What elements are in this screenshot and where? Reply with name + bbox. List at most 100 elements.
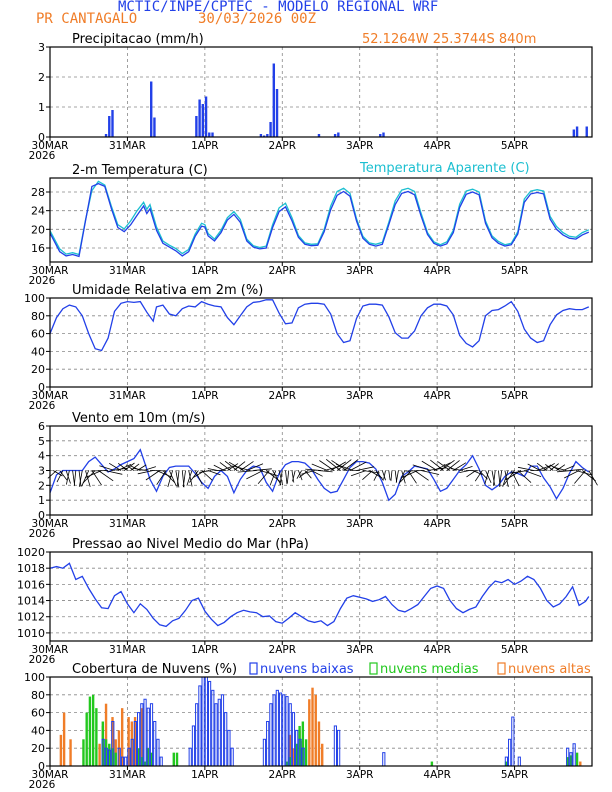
y-tick-label: 1	[38, 101, 45, 114]
location-label: PR CANTAGALO	[36, 11, 138, 27]
plot-frame	[49, 297, 593, 388]
x-tick-label: 4APR	[423, 518, 451, 530]
y-tick-label: 1014	[17, 595, 45, 608]
plot-frame	[49, 46, 593, 138]
y-tick-label: 1018	[17, 562, 45, 575]
cloud-bar-nuvens-medias	[172, 752, 175, 766]
y-tick-label: 2	[38, 71, 45, 84]
wind-arrow	[292, 470, 296, 482]
y-tick-label: 100	[24, 671, 45, 684]
cloud-bar-nuvens-baixas	[508, 738, 512, 767]
wind-arrow	[459, 470, 470, 473]
wind-arrow	[82, 470, 96, 484]
y-tick-label: 3	[38, 41, 45, 54]
x-tick-label: 2APR	[269, 390, 297, 402]
precip-bar	[317, 134, 321, 137]
cloud-bar-nuvens-altas	[579, 761, 582, 766]
wind-arrow	[562, 465, 575, 471]
cloud-bar-nuvens-baixas	[195, 703, 199, 767]
cloud-bar-nuvens-altas	[111, 717, 114, 766]
x-tick-label: 5APR	[501, 518, 529, 530]
y-tick-label: 24	[31, 205, 45, 218]
y-tick-label: 3	[38, 465, 45, 478]
wind-arrow	[499, 470, 503, 487]
cloud-bar-nuvens-baixas	[262, 738, 267, 767]
x-tick-label: 5APR	[501, 265, 529, 277]
wind-arrow	[272, 470, 282, 486]
cloud-bar-nuvens-altas	[59, 734, 63, 766]
wind-arrow	[291, 470, 295, 483]
precip-bar	[198, 99, 201, 137]
cloud-bar-nuvens-baixas	[227, 729, 231, 767]
wind-arrow	[484, 470, 490, 485]
precip-bar	[337, 132, 340, 137]
wind-arrow	[399, 470, 412, 483]
wind-arrow	[388, 470, 391, 481]
cloud-bar-nuvens-baixas	[333, 725, 338, 767]
wind-arrow	[536, 462, 548, 471]
y-tick-label: 1010	[17, 627, 45, 640]
x-tick-label: 4APR	[423, 644, 451, 656]
wind-arrow	[412, 464, 431, 471]
wind-arrow	[104, 470, 123, 475]
y-tick-label: 20	[31, 223, 45, 236]
x-tick-year: 2026	[29, 654, 56, 666]
precip-bar	[150, 81, 153, 137]
y-tick-label: 0	[38, 381, 45, 394]
plot-frame	[49, 177, 593, 263]
cloud-bar-nuvens-baixas	[211, 689, 215, 767]
y-tick-label: 20	[31, 363, 45, 376]
cloud-bar-nuvens-medias	[295, 743, 298, 766]
y-tick-label: 60	[31, 328, 45, 341]
cloud-bar-nuvens-baixas	[204, 676, 208, 767]
wind-arrow	[176, 470, 180, 488]
y-tick-label: 1016	[17, 578, 45, 591]
cloud-bar-nuvens-altas	[98, 743, 101, 766]
wind-arrow	[73, 470, 77, 487]
precip-bar	[111, 110, 114, 137]
wind-arrow	[125, 464, 135, 471]
precip-bar	[262, 135, 266, 137]
cloud-bar-nuvens-baixas	[517, 756, 521, 767]
wind-arrow	[90, 470, 109, 472]
x-tick-label: 3APR	[346, 518, 374, 530]
wind-arrow	[343, 459, 359, 471]
x-tick-label: 1APR	[191, 140, 219, 152]
y-tick-label: 5	[38, 435, 45, 448]
cloud-bar-nuvens-altas	[62, 712, 66, 766]
precip-bar	[379, 134, 382, 137]
wind-arrow	[213, 464, 225, 471]
x-tick-label: 31MAR	[109, 140, 146, 152]
y-tick-label: 40	[31, 345, 45, 358]
wind-arrow	[545, 463, 554, 471]
wind-arrow	[335, 463, 354, 471]
wind-arrow	[557, 470, 573, 473]
y-tick-label: 6	[38, 420, 45, 433]
wind-arrow	[390, 470, 393, 482]
y-tick-label: 60	[31, 707, 45, 720]
y-tick-label: 1	[38, 494, 45, 507]
wind-arrow	[356, 466, 375, 471]
cloud-bar-nuvens-medias	[575, 752, 579, 766]
wind-arrow	[395, 470, 399, 483]
cloud-bar-nuvens-baixas	[269, 703, 273, 767]
x-tick-label: 3APR	[346, 140, 374, 152]
wind-arrow	[269, 470, 277, 486]
x-tick-label: 30MAR	[32, 518, 69, 530]
cloud-bar-nuvens-baixas	[217, 698, 221, 767]
cloud-bar-nuvens-baixas	[214, 703, 218, 767]
wind-arrow	[132, 468, 147, 471]
precip-bar	[104, 134, 108, 137]
y-tick-label: 0	[38, 131, 45, 144]
cloud-bar-nuvens-altas	[133, 717, 137, 766]
y-tick-label: 80	[31, 310, 45, 323]
y-tick-label: 100	[24, 292, 45, 305]
x-tick-label: 5APR	[501, 140, 529, 152]
wind-arrow	[189, 470, 199, 483]
cloud-bar-nuvens-medias	[91, 694, 95, 766]
precip-bar	[333, 134, 337, 137]
